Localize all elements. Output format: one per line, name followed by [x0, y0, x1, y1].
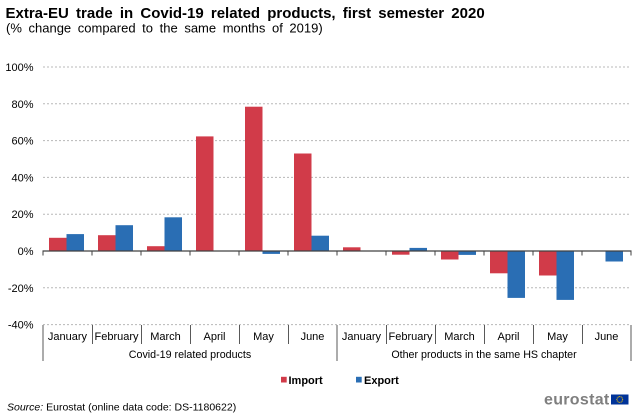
svg-text:Source: Eurostat (online data: Source: Eurostat (online data code: DS-1… — [7, 402, 236, 414]
svg-text:100%: 100% — [5, 62, 33, 74]
svg-text:March: March — [150, 331, 181, 343]
svg-text:April: April — [497, 331, 519, 343]
svg-text:0%: 0% — [18, 246, 34, 258]
svg-text:Extra-EU trade in Covid-19 rel: Extra-EU trade in Covid-19 related produ… — [6, 5, 485, 22]
svg-text:April: April — [203, 331, 225, 343]
svg-text:May: May — [253, 331, 274, 343]
svg-text:May: May — [547, 331, 568, 343]
svg-text:March: March — [444, 331, 475, 343]
svg-text:June: June — [595, 331, 619, 343]
svg-text:January: January — [48, 331, 88, 343]
svg-text:Covid-19 related products: Covid-19 related products — [129, 349, 251, 361]
svg-text:40%: 40% — [11, 172, 33, 184]
svg-text:January: January — [342, 331, 382, 343]
svg-text:eurostat: eurostat — [544, 392, 610, 409]
svg-text:Import: Import — [289, 375, 324, 387]
svg-text:80%: 80% — [11, 99, 33, 111]
svg-text:February: February — [94, 331, 139, 343]
svg-text:20%: 20% — [11, 209, 33, 221]
svg-text:60%: 60% — [11, 136, 33, 148]
svg-text:-20%: -20% — [8, 283, 34, 295]
svg-text:Other products in the same HS: Other products in the same HS chapter — [391, 349, 577, 361]
svg-text:(% change compared to the same: (% change compared to the same months of… — [6, 21, 323, 36]
svg-text:June: June — [301, 331, 325, 343]
svg-text:February: February — [388, 331, 433, 343]
svg-text:-40%: -40% — [8, 320, 34, 332]
svg-text:Export: Export — [364, 375, 399, 387]
